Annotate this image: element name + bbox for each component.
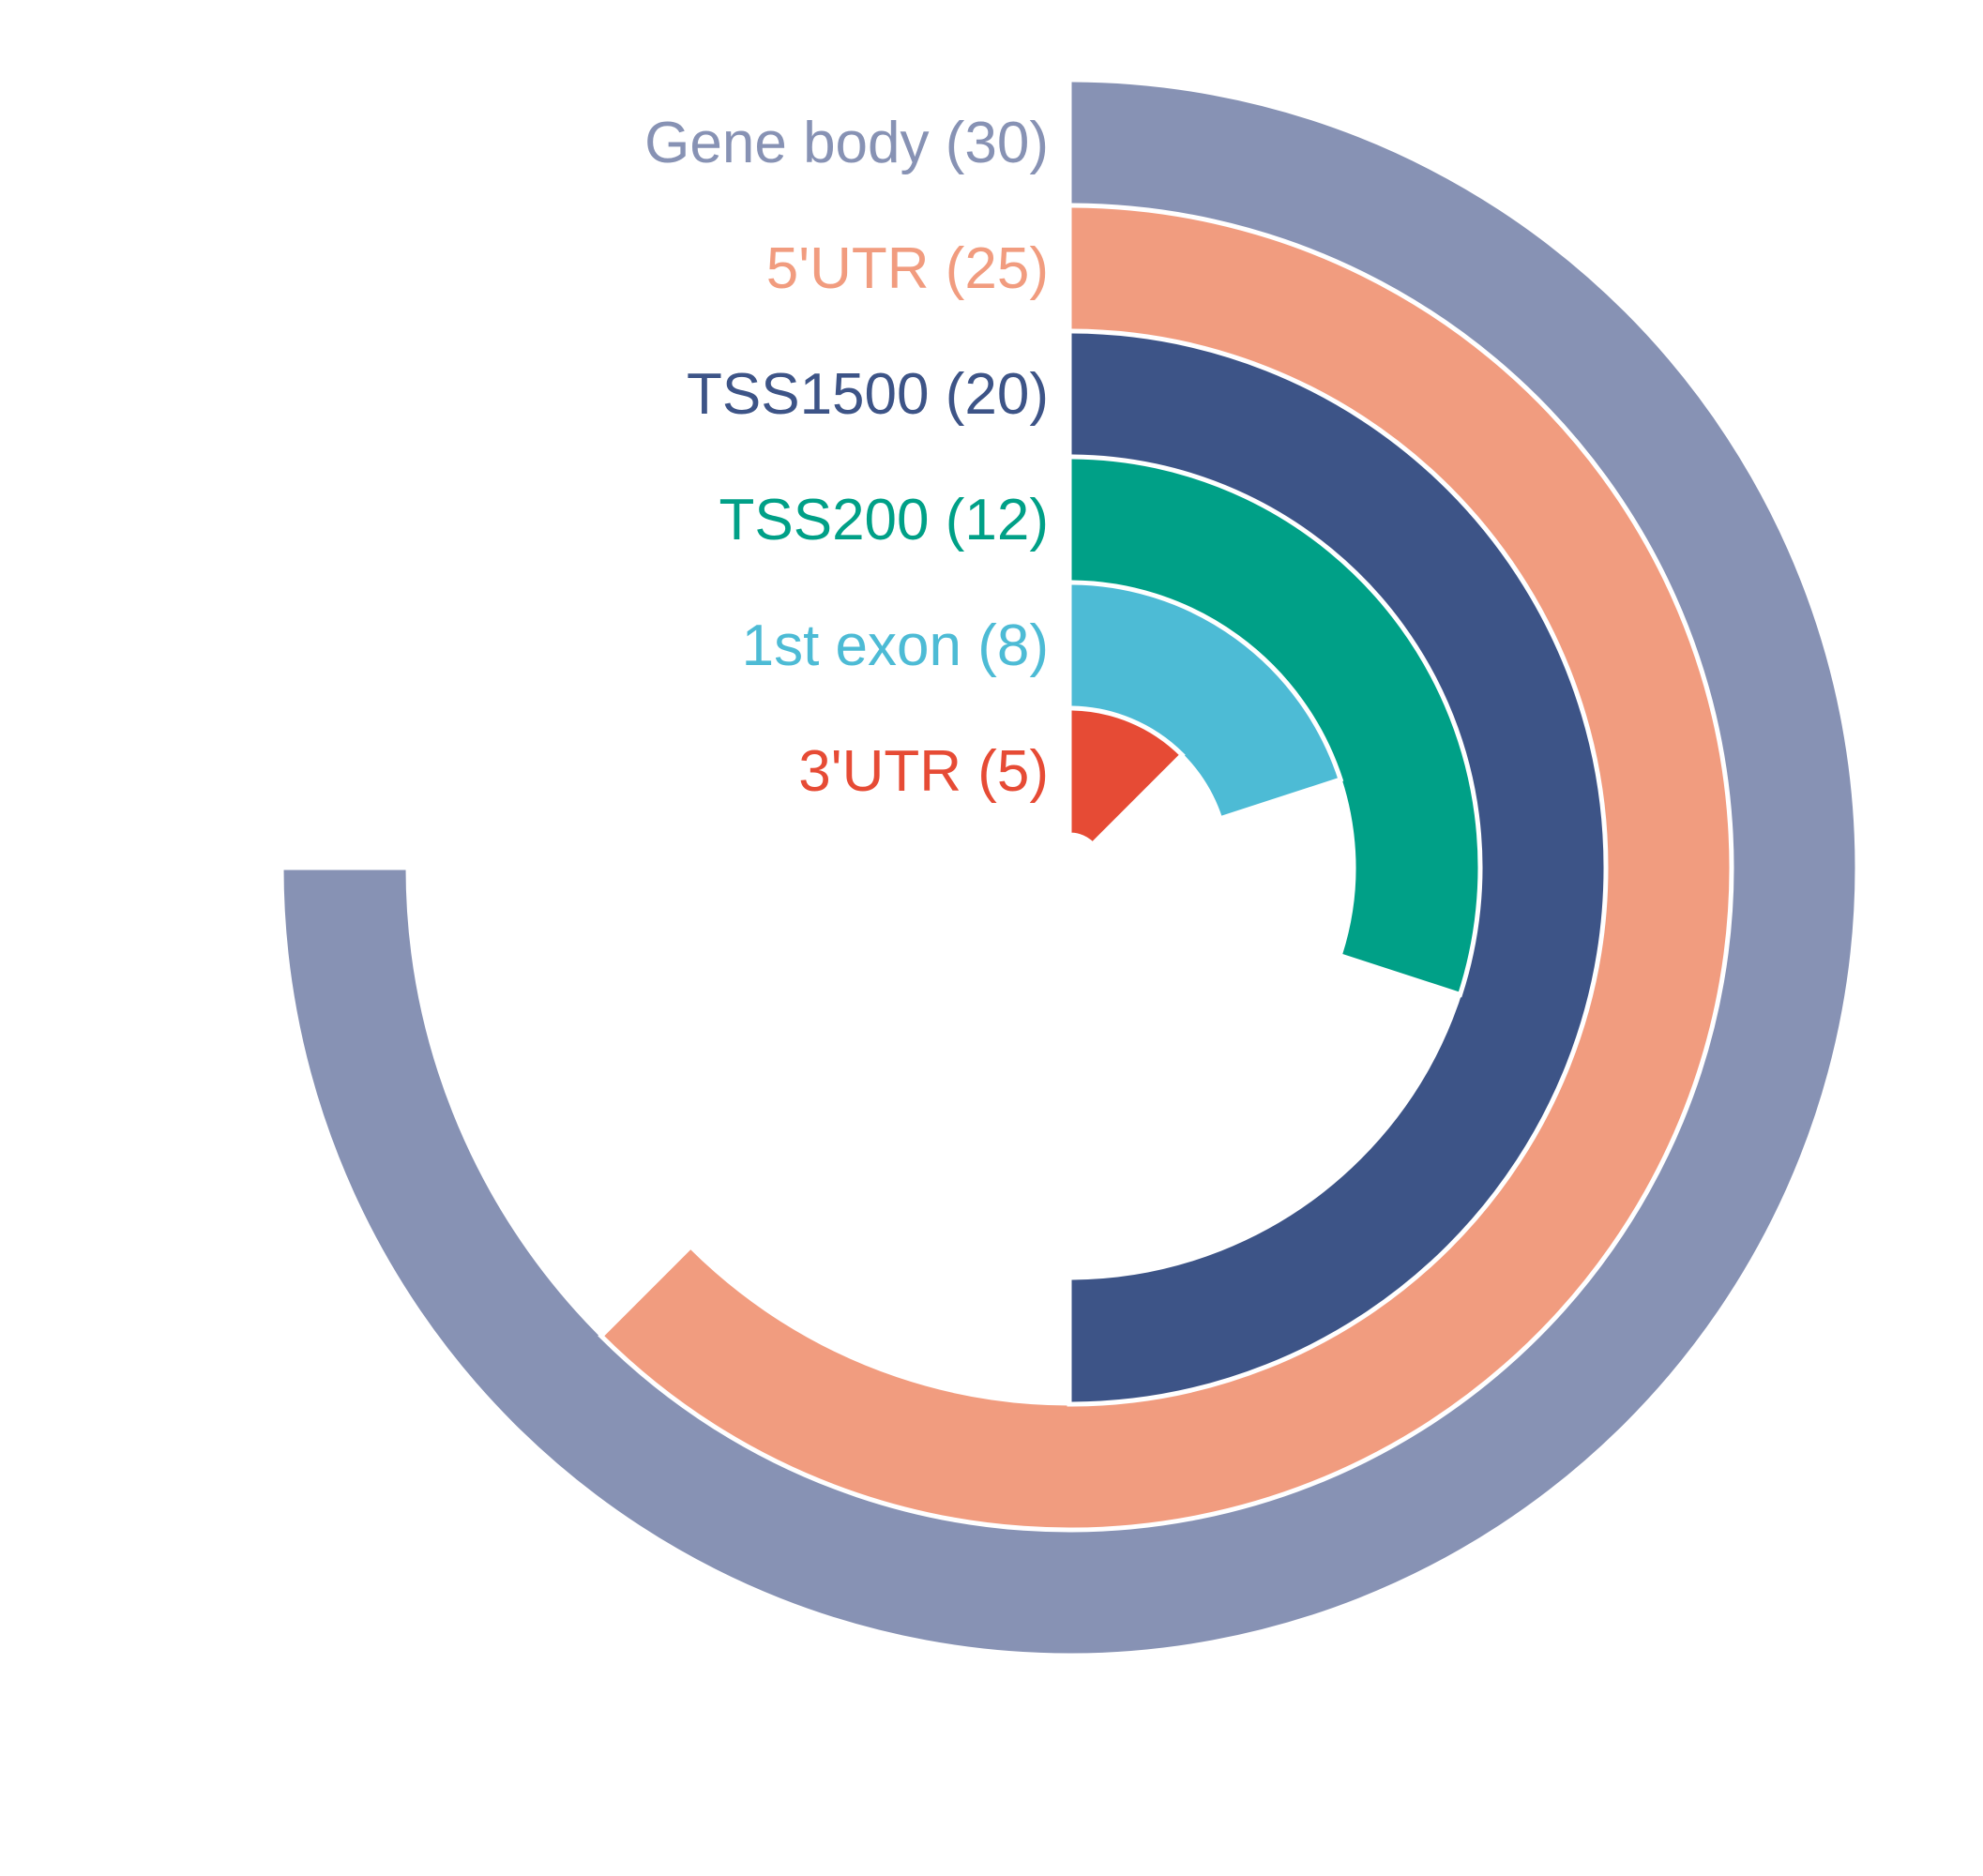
bar-3-utr (1067, 705, 1186, 848)
label-1st-exon: 1st exon (8) (742, 613, 1049, 678)
label-tss1500: TSS1500 (20) (687, 362, 1049, 427)
label-3-utr: 3'UTR (5) (798, 739, 1049, 804)
label-tss200: TSS200 (12) (719, 488, 1049, 552)
label-5-utr: 5'UTR (25) (766, 236, 1049, 301)
radial-bars (279, 77, 1860, 1658)
label-gene-body: Gene body (30) (644, 111, 1049, 175)
bar-labels: Gene body (30) 5'UTR (25) TSS1500 (20) TSS2… (644, 111, 1049, 804)
